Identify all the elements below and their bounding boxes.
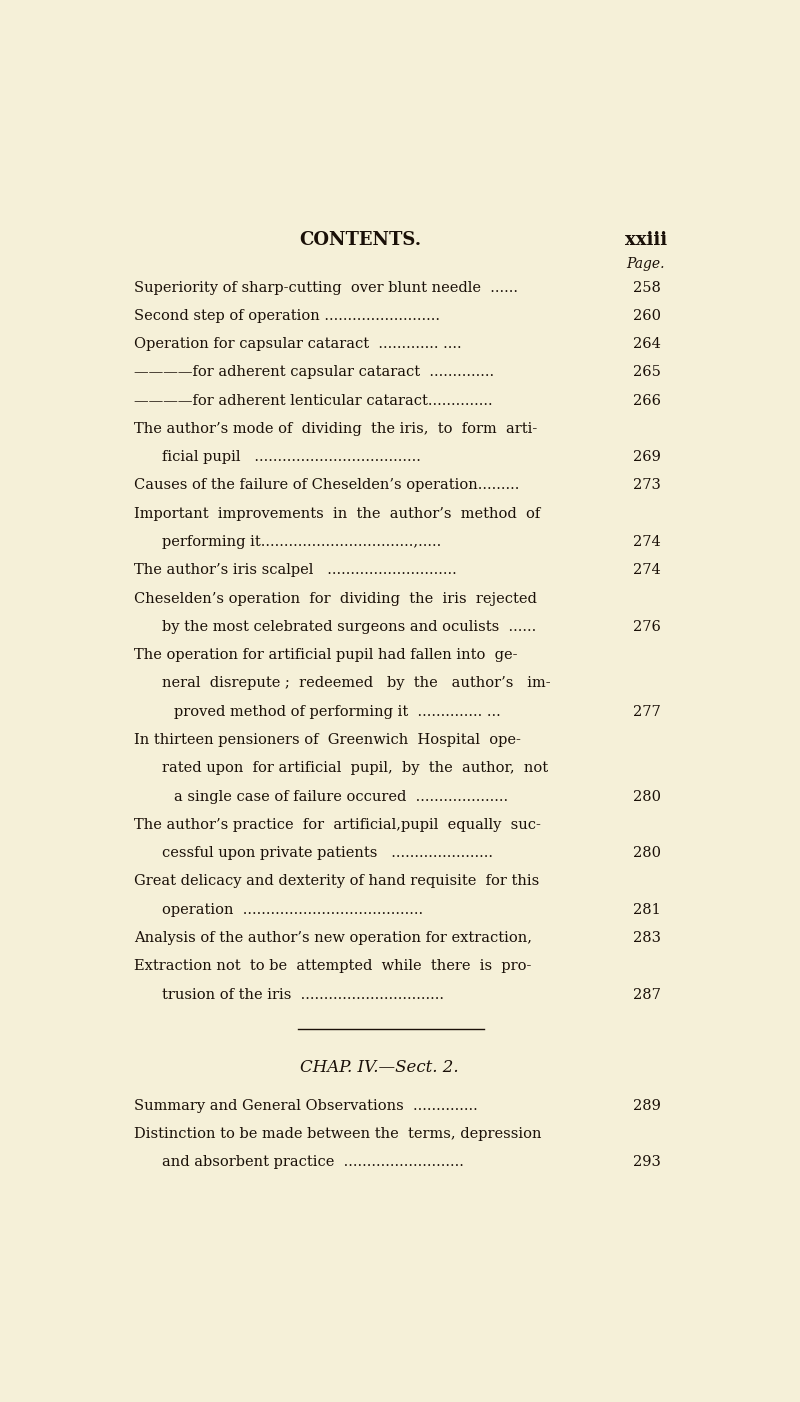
Text: 258: 258 <box>634 280 661 294</box>
Text: In thirteen pensioners of  Greenwich  Hospital  ope-: In thirteen pensioners of Greenwich Hosp… <box>134 733 521 747</box>
Text: 293: 293 <box>634 1155 661 1169</box>
Text: by the most celebrated surgeons and oculists  ......: by the most celebrated surgeons and ocul… <box>162 620 536 634</box>
Text: Analysis of the author’s new operation for extraction,: Analysis of the author’s new operation f… <box>134 931 532 945</box>
Text: Page.: Page. <box>626 257 665 271</box>
Text: cessful upon private patients   ......................: cessful upon private patients ..........… <box>162 847 493 861</box>
Text: 274: 274 <box>634 564 661 578</box>
Text: Extraction not  to be  attempted  while  there  is  pro-: Extraction not to be attempted while the… <box>134 959 531 973</box>
Text: proved method of performing it  .............. ...: proved method of performing it .........… <box>174 705 501 719</box>
Text: Distinction to be made between the  terms, depression: Distinction to be made between the terms… <box>134 1127 542 1141</box>
Text: a single case of failure occured  ....................: a single case of failure occured .......… <box>174 789 509 803</box>
Text: Operation for capsular cataract  ............. ....: Operation for capsular cataract ........… <box>134 336 462 350</box>
Text: The author’s iris scalpel   ............................: The author’s iris scalpel ..............… <box>134 564 457 578</box>
Text: Important  improvements  in  the  author’s  method  of: Important improvements in the author’s m… <box>134 506 540 520</box>
Text: neral  disrepute ;  redeemed   by  the   author’s   im-: neral disrepute ; redeemed by the author… <box>162 677 550 691</box>
Text: The author’s practice  for  artificial,pupil  equally  suc-: The author’s practice for artificial,pup… <box>134 817 541 831</box>
Text: The operation for artificial pupil had fallen into  ge-: The operation for artificial pupil had f… <box>134 648 518 662</box>
Text: ————for adherent lenticular cataract..............: ————for adherent lenticular cataract....… <box>134 394 493 408</box>
Text: performing it.................................,.....: performing it...........................… <box>162 536 442 550</box>
Text: Great delicacy and dexterity of hand requisite  for this: Great delicacy and dexterity of hand req… <box>134 875 539 889</box>
Text: 273: 273 <box>634 478 661 492</box>
Text: Superiority of sharp-cutting  over blunt needle  ......: Superiority of sharp-cutting over blunt … <box>134 280 518 294</box>
Text: The author’s mode of  dividing  the iris,  to  form  arti-: The author’s mode of dividing the iris, … <box>134 422 538 436</box>
Text: 280: 280 <box>633 847 661 861</box>
Text: 274: 274 <box>634 536 661 550</box>
Text: CHAP. IV.—Sect. 2.: CHAP. IV.—Sect. 2. <box>300 1059 458 1077</box>
Text: 277: 277 <box>634 705 661 719</box>
Text: 280: 280 <box>633 789 661 803</box>
Text: rated upon  for artificial  pupil,  by  the  author,  not: rated upon for artificial pupil, by the … <box>162 761 548 775</box>
Text: 281: 281 <box>634 903 661 917</box>
Text: Causes of the failure of Cheselden’s operation.........: Causes of the failure of Cheselden’s ope… <box>134 478 519 492</box>
Text: 283: 283 <box>633 931 661 945</box>
Text: and absorbent practice  ..........................: and absorbent practice .................… <box>162 1155 464 1169</box>
Text: 287: 287 <box>634 987 661 1001</box>
Text: 266: 266 <box>633 394 661 408</box>
Text: trusion of the iris  ...............................: trusion of the iris ....................… <box>162 987 444 1001</box>
Text: CONTENTS.: CONTENTS. <box>299 231 422 248</box>
Text: 289: 289 <box>634 1099 661 1113</box>
Text: Summary and General Observations  ..............: Summary and General Observations .......… <box>134 1099 478 1113</box>
Text: 276: 276 <box>634 620 661 634</box>
Text: 265: 265 <box>634 366 661 380</box>
Text: ficial pupil   ....................................: ficial pupil ...........................… <box>162 450 421 464</box>
Text: xxiii: xxiii <box>625 231 666 248</box>
Text: Cheselden’s operation  for  dividing  the  iris  rejected: Cheselden’s operation for dividing the i… <box>134 592 537 606</box>
Text: operation  .......................................: operation ..............................… <box>162 903 423 917</box>
Text: 264: 264 <box>634 336 661 350</box>
Text: ————for adherent capsular cataract  ..............: ————for adherent capsular cataract .....… <box>134 366 494 380</box>
Text: 260: 260 <box>633 308 661 322</box>
Text: Second step of operation .........................: Second step of operation ...............… <box>134 308 440 322</box>
Text: 269: 269 <box>634 450 661 464</box>
